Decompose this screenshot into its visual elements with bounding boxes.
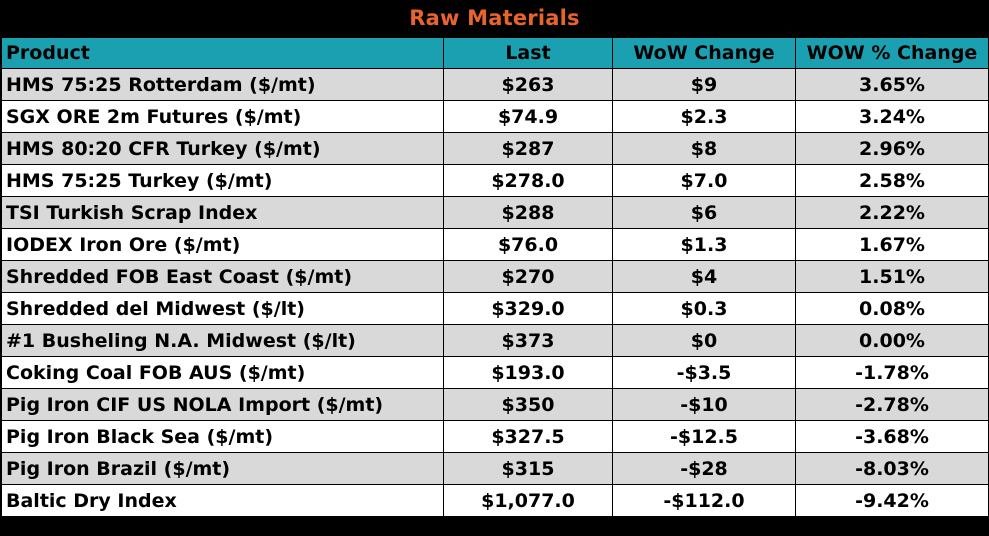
column-header-wow-pct-change: WOW % Change	[795, 37, 989, 69]
product-cell: SGX ORE 2m Futures ($/mt)	[1, 100, 444, 133]
table-row: Pig Iron Black Sea ($/mt) $327.5 -$12.5 …	[1, 420, 989, 453]
column-header-product: Product	[1, 37, 444, 69]
product-cell: Shredded del Midwest ($/lt)	[1, 292, 444, 325]
product-cell: Pig Iron Black Sea ($/mt)	[1, 420, 444, 453]
last-cell: $288	[443, 196, 613, 229]
wow-pct-cell: 2.22%	[795, 196, 989, 229]
wow-pct-cell: 0.00%	[795, 324, 989, 357]
wow-pct-cell: -3.68%	[795, 420, 989, 453]
wow-pct-cell: -1.78%	[795, 356, 989, 389]
product-cell: #1 Busheling N.A. Midwest ($/lt)	[1, 324, 444, 357]
last-cell: $74.9	[443, 100, 613, 133]
wow-change-cell: $1.3	[612, 228, 796, 261]
wow-pct-cell: 2.96%	[795, 132, 989, 165]
last-cell: $76.0	[443, 228, 613, 261]
wow-change-cell: -$28	[612, 452, 796, 485]
table-row: IODEX Iron Ore ($/mt) $76.0 $1.3 1.67%	[1, 228, 989, 261]
column-header-last: Last	[443, 37, 613, 69]
product-cell: HMS 75:25 Rotterdam ($/mt)	[1, 68, 444, 101]
wow-pct-cell: 2.58%	[795, 164, 989, 197]
product-cell: Shredded FOB East Coast ($/mt)	[1, 260, 444, 293]
product-cell: Baltic Dry Index	[1, 484, 444, 517]
wow-pct-cell: -2.78%	[795, 388, 989, 421]
table-row: HMS 80:20 CFR Turkey ($/mt) $287 $8 2.96…	[1, 132, 989, 165]
wow-change-cell: -$10	[612, 388, 796, 421]
product-cell: Coking Coal FOB AUS ($/mt)	[1, 356, 444, 389]
wow-pct-cell: 1.51%	[795, 260, 989, 293]
table-title: Raw Materials	[409, 6, 580, 30]
raw-materials-table: Product Last WoW Change WOW % Change HMS…	[1, 37, 989, 517]
wow-pct-cell: 3.24%	[795, 100, 989, 133]
last-cell: $327.5	[443, 420, 613, 453]
wow-change-cell: $2.3	[612, 100, 796, 133]
column-header-wow-change: WoW Change	[612, 37, 796, 69]
wow-change-cell: $8	[612, 132, 796, 165]
table-row: Coking Coal FOB AUS ($/mt) $193.0 -$3.5 …	[1, 356, 989, 389]
last-cell: $315	[443, 452, 613, 485]
wow-pct-cell: -8.03%	[795, 452, 989, 485]
last-cell: $278.0	[443, 164, 613, 197]
product-cell: HMS 75:25 Turkey ($/mt)	[1, 164, 444, 197]
table-row: HMS 75:25 Turkey ($/mt) $278.0 $7.0 2.58…	[1, 164, 989, 197]
table-row: #1 Busheling N.A. Midwest ($/lt) $373 $0…	[1, 324, 989, 357]
product-cell: Pig Iron Brazil ($/mt)	[1, 452, 444, 485]
product-cell: HMS 80:20 CFR Turkey ($/mt)	[1, 132, 444, 165]
wow-pct-cell: 0.08%	[795, 292, 989, 325]
wow-change-cell: $0.3	[612, 292, 796, 325]
header-row: Product Last WoW Change WOW % Change	[1, 37, 989, 69]
wow-change-cell: -$3.5	[612, 356, 796, 389]
wow-change-cell: $4	[612, 260, 796, 293]
wow-change-cell: -$112.0	[612, 484, 796, 517]
last-cell: $193.0	[443, 356, 613, 389]
wow-pct-cell: 1.67%	[795, 228, 989, 261]
last-cell: $1,077.0	[443, 484, 613, 517]
product-cell: Pig Iron CIF US NOLA Import ($/mt)	[1, 388, 444, 421]
last-cell: $329.0	[443, 292, 613, 325]
wow-change-cell: $9	[612, 68, 796, 101]
last-cell: $270	[443, 260, 613, 293]
last-cell: $350	[443, 388, 613, 421]
table-row: Pig Iron CIF US NOLA Import ($/mt) $350 …	[1, 388, 989, 421]
last-cell: $263	[443, 68, 613, 101]
table-row: Baltic Dry Index $1,077.0 -$112.0 -9.42%	[1, 484, 989, 517]
table-row: Shredded del Midwest ($/lt) $329.0 $0.3 …	[1, 292, 989, 325]
product-cell: TSI Turkish Scrap Index	[1, 196, 444, 229]
table-row: TSI Turkish Scrap Index $288 $6 2.22%	[1, 196, 989, 229]
last-cell: $373	[443, 324, 613, 357]
last-cell: $287	[443, 132, 613, 165]
wow-pct-cell: -9.42%	[795, 484, 989, 517]
wow-change-cell: -$12.5	[612, 420, 796, 453]
wow-change-cell: $6	[612, 196, 796, 229]
table-row: SGX ORE 2m Futures ($/mt) $74.9 $2.3 3.2…	[1, 100, 989, 133]
wow-pct-cell: 3.65%	[795, 68, 989, 101]
wow-change-cell: $0	[612, 324, 796, 357]
product-cell: IODEX Iron Ore ($/mt)	[1, 228, 444, 261]
table-row: HMS 75:25 Rotterdam ($/mt) $263 $9 3.65%	[1, 68, 989, 101]
wow-change-cell: $7.0	[612, 164, 796, 197]
table-row: Pig Iron Brazil ($/mt) $315 -$28 -8.03%	[1, 452, 989, 485]
table-row: Shredded FOB East Coast ($/mt) $270 $4 1…	[1, 260, 989, 293]
